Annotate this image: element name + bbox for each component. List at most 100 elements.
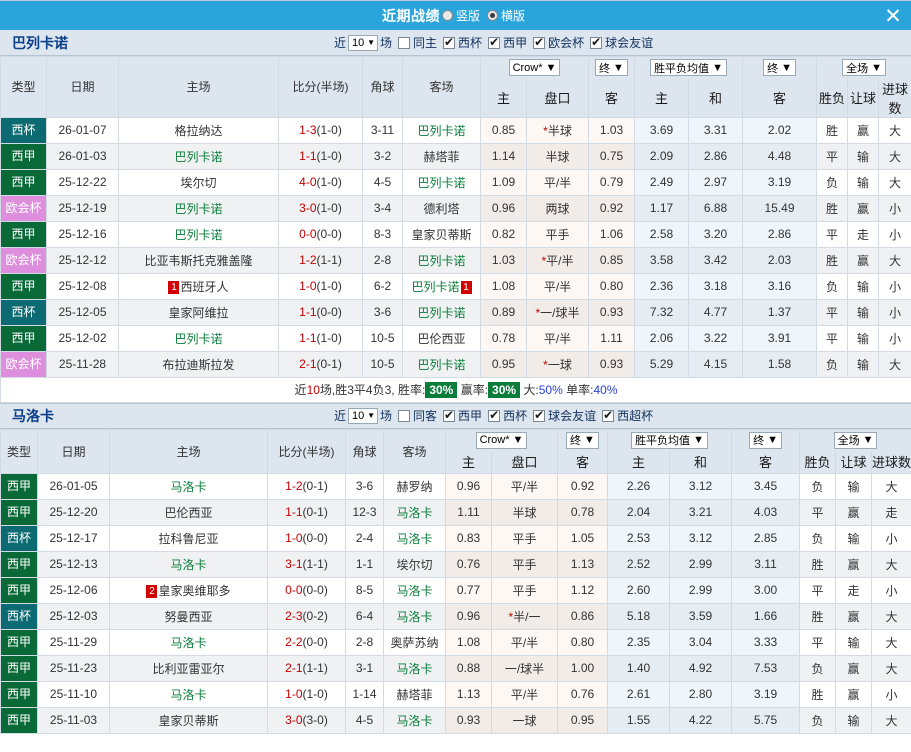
handicap-time-select-2[interactable]: 终 ▼ xyxy=(557,428,608,451)
cell-score[interactable]: 3-1(1-1) xyxy=(267,550,346,578)
table-row[interactable]: 西甲 25-11-23 比利亚雷亚尔 2-1(1-1) 3-1 马洛卡 0.88 一/球半 1.… xyxy=(0,654,911,682)
cell-home-team[interactable]: 马洛卡 xyxy=(109,628,268,656)
cell-away-team[interactable]: 巴列卡诺 1 xyxy=(402,272,481,300)
radio-horizontal[interactable] xyxy=(487,10,498,21)
cell-away-team[interactable]: 马洛卡 xyxy=(383,706,446,734)
cell-score[interactable]: 1-3(1-0) xyxy=(278,116,363,144)
cell-away-team[interactable]: 马洛卡 xyxy=(383,498,446,526)
table-row[interactable]: 西甲 25-12-16 巴列卡诺 0-0(0-0) 8-3 皇家贝蒂斯 0.82 平手 1.06… xyxy=(0,220,911,248)
cell-away-team[interactable]: 巴列卡诺 xyxy=(402,350,481,378)
match-count-select-1[interactable]: 10 ▼ xyxy=(348,34,379,51)
cell-score[interactable]: 0-0(0-0) xyxy=(278,220,363,248)
same-venue-checkbox-2[interactable] xyxy=(398,409,411,422)
cell-home-team[interactable]: 巴伦西亚 xyxy=(109,498,268,526)
cell-home-team[interactable]: 埃尔切 xyxy=(118,168,279,196)
cell-away-team[interactable]: 马洛卡 xyxy=(383,576,446,604)
table-row[interactable]: 西杯 25-12-17 拉科鲁尼亚 1-0(0-0) 2-4 马洛卡 0.83 平手 1.05 2… xyxy=(0,524,911,552)
cell-away-team[interactable]: 巴列卡诺 xyxy=(402,116,481,144)
table-row[interactable]: 欧会杯 25-12-19 巴列卡诺 3-0(1-0) 3-4 德利塔 0.96 两球 0.92 1… xyxy=(0,194,911,222)
league-checkbox-2-0[interactable] xyxy=(443,408,456,422)
cell-home-team[interactable]: 巴列卡诺 xyxy=(118,324,279,352)
cell-away-team[interactable]: 巴伦西亚 xyxy=(402,324,481,352)
cell-home-team[interactable]: 2 皇家奥维耶多 xyxy=(109,576,268,604)
cell-score[interactable]: 2-1(1-1) xyxy=(267,654,346,682)
cell-away-team[interactable]: 马洛卡 xyxy=(383,654,446,682)
cell-home-team[interactable]: 比亚韦斯托克雅盖隆 xyxy=(118,246,279,274)
cell-score[interactable]: 0-0(0-0) xyxy=(267,576,346,604)
table-row[interactable]: 西甲 25-11-29 马洛卡 2-2(0-0) 2-8 奥萨苏纳 1.08 平/半 0.80 2… xyxy=(0,628,911,656)
result-scope-select-1[interactable]: 全场 ▼ xyxy=(816,56,911,79)
match-count-select-2[interactable]: 10 ▼ xyxy=(348,407,379,424)
layout-radio-group[interactable]: 竖版 横版 xyxy=(441,7,529,24)
table-row[interactable]: 欧会杯 25-12-12 比亚韦斯托克雅盖隆 1-2(1-1) 2-8 巴列卡诺 1.03 *… xyxy=(0,246,911,274)
cell-home-team[interactable]: 格拉纳达 xyxy=(118,116,279,144)
table-row[interactable]: 西甲 26-01-03 巴列卡诺 1-1(1-0) 3-2 赫塔菲 1.14 半球 0.75 2.… xyxy=(0,142,911,170)
euro-time-select-2[interactable]: 终 ▼ xyxy=(731,428,801,451)
table-row[interactable]: 西甲 25-12-22 埃尔切 4-0(1-0) 4-5 巴列卡诺 1.09 平/半 0.79 2… xyxy=(0,168,911,196)
league-checkbox-2-1[interactable] xyxy=(488,408,501,422)
cell-away-team[interactable]: 赫罗纳 xyxy=(383,472,446,500)
table-row[interactable]: 西杯 25-12-05 皇家阿维拉 1-1(0-0) 3-6 巴列卡诺 0.89 *一/球半 0… xyxy=(0,298,911,326)
league-checkbox-1-1[interactable] xyxy=(488,35,501,49)
radio-vertical[interactable] xyxy=(441,10,453,21)
table-row[interactable]: 西甲 25-11-10 马洛卡 1-0(1-0) 1-14 赫塔菲 1.13 平/半 0.76 2… xyxy=(0,680,911,708)
league-checkbox-1-2[interactable] xyxy=(533,35,546,49)
cell-score[interactable]: 1-2(0-1) xyxy=(267,472,346,500)
cell-home-team[interactable]: 皇家贝蒂斯 xyxy=(109,706,268,734)
cell-home-team[interactable]: 拉科鲁尼亚 xyxy=(109,524,268,552)
cell-score[interactable]: 2-1(0-1) xyxy=(278,350,363,378)
cell-away-team[interactable]: 赫塔菲 xyxy=(402,142,481,170)
table-row[interactable]: 西甲 25-12-20 巴伦西亚 1-1(0-1) 12-3 马洛卡 1.11 半球 0.78 2… xyxy=(0,498,911,526)
table-row[interactable]: 欧会杯 25-11-28 布拉迪斯拉发 2-1(0-1) 10-5 巴列卡诺 0.95 *一球… xyxy=(0,350,911,378)
handicap-company-select-2[interactable]: Crow* ▼ xyxy=(445,428,558,451)
cell-away-team[interactable]: 马洛卡 xyxy=(383,602,446,630)
cell-home-team[interactable]: 马洛卡 xyxy=(109,680,268,708)
euro-company-select-2[interactable]: 胜平负均值 ▼ xyxy=(606,428,733,451)
cell-score[interactable]: 2-3(0-2) xyxy=(267,602,346,630)
table-row[interactable]: 西甲 25-12-13 马洛卡 3-1(1-1) 1-1 埃尔切 0.76 平手 1.13 2.5… xyxy=(0,550,911,578)
cell-away-team[interactable]: 巴列卡诺 xyxy=(402,298,481,326)
cell-home-team[interactable]: 巴列卡诺 xyxy=(118,194,279,222)
cell-home-team[interactable]: 1 西班牙人 xyxy=(118,272,279,300)
cell-score[interactable]: 1-1(1-0) xyxy=(278,324,363,352)
cell-away-team[interactable]: 埃尔切 xyxy=(383,550,446,578)
cell-away-team[interactable]: 德利塔 xyxy=(402,194,481,222)
cell-score[interactable]: 3-0(1-0) xyxy=(278,194,363,222)
cell-home-team[interactable]: 巴列卡诺 xyxy=(118,220,279,248)
cell-score[interactable]: 2-2(0-0) xyxy=(267,628,346,656)
cell-home-team[interactable]: 努曼西亚 xyxy=(109,602,268,630)
cell-home-team[interactable]: 比利亚雷亚尔 xyxy=(109,654,268,682)
euro-company-select-1[interactable]: 胜平负均值 ▼ xyxy=(633,56,744,79)
cell-score[interactable]: 1-0(1-0) xyxy=(278,272,363,300)
cell-home-team[interactable]: 皇家阿维拉 xyxy=(118,298,279,326)
cell-score[interactable]: 1-1(0-0) xyxy=(278,298,363,326)
cell-home-team[interactable]: 马洛卡 xyxy=(109,550,268,578)
table-row[interactable]: 西甲 25-12-06 2 皇家奥维耶多 0-0(0-0) 8-5 马洛卡 0.77 平手 1.1… xyxy=(0,576,911,604)
cell-score[interactable]: 1-2(1-1) xyxy=(278,246,363,274)
table-row[interactable]: 西甲 25-12-02 巴列卡诺 1-1(1-0) 10-5 巴伦西亚 0.78 平/半 1.1… xyxy=(0,324,911,352)
handicap-time-select-1[interactable]: 终 ▼ xyxy=(588,56,635,79)
cell-away-team[interactable]: 赫塔菲 xyxy=(383,680,446,708)
table-row[interactable]: 西杯 25-12-03 努曼西亚 2-3(0-2) 6-4 马洛卡 0.96 *半/一 0.86… xyxy=(0,602,911,630)
table-row[interactable]: 西杯 26-01-07 格拉纳达 1-3(1-0) 3-11 巴列卡诺 0.85 *半球 1.0… xyxy=(0,116,911,144)
result-scope-select-2[interactable]: 全场 ▼ xyxy=(799,428,911,451)
euro-time-select-1[interactable]: 终 ▼ xyxy=(742,56,818,79)
table-row[interactable]: 西甲 25-12-08 1 西班牙人 1-0(1-0) 6-2 巴列卡诺 1 1.08 平/半 0.… xyxy=(0,272,911,300)
league-checkbox-2-2[interactable] xyxy=(533,408,546,422)
cell-score[interactable]: 1-0(1-0) xyxy=(267,680,346,708)
table-row[interactable]: 西甲 25-11-03 皇家贝蒂斯 3-0(3-0) 4-5 马洛卡 0.93 一球 0.95 1… xyxy=(0,706,911,734)
league-checkbox-2-3[interactable] xyxy=(602,408,615,422)
league-checkbox-1-3[interactable] xyxy=(590,35,603,49)
cell-score[interactable]: 4-0(1-0) xyxy=(278,168,363,196)
cell-home-team[interactable]: 布拉迪斯拉发 xyxy=(118,350,279,378)
cell-score[interactable]: 1-1(1-0) xyxy=(278,142,363,170)
cell-away-team[interactable]: 奥萨苏纳 xyxy=(383,628,446,656)
handicap-company-select-1[interactable]: Crow* ▼ xyxy=(480,56,589,79)
cell-home-team[interactable]: 马洛卡 xyxy=(109,472,268,500)
cell-away-team[interactable]: 巴列卡诺 xyxy=(402,168,481,196)
same-venue-checkbox-1[interactable] xyxy=(398,36,411,49)
league-checkbox-1-0[interactable] xyxy=(443,35,456,49)
cell-score[interactable]: 3-0(3-0) xyxy=(267,706,346,734)
cell-home-team[interactable]: 巴列卡诺 xyxy=(118,142,279,170)
cell-score[interactable]: 1-1(0-1) xyxy=(267,498,346,526)
